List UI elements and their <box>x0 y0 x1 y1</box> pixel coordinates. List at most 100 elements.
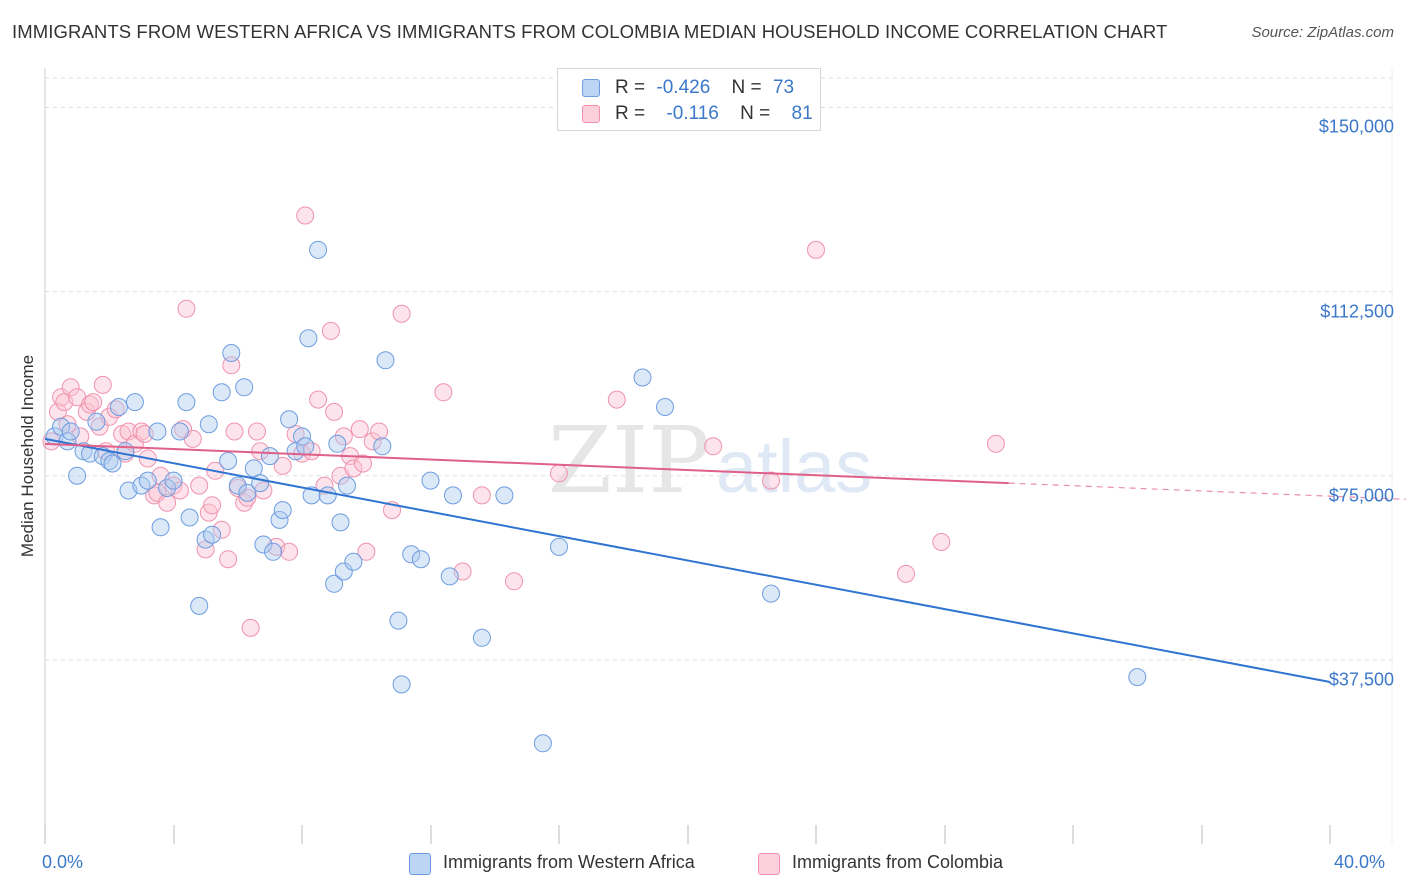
n-value-pink: 81 <box>791 103 813 124</box>
point-colombia-42 <box>235 493 254 512</box>
point-western-africa-12 <box>116 442 135 461</box>
r-label: R = <box>615 77 646 98</box>
point-western-africa-33 <box>238 483 257 502</box>
watermark-atlas: atlas <box>716 425 872 508</box>
point-western-africa-39 <box>270 510 289 529</box>
point-western-africa-51 <box>331 513 350 532</box>
point-western-africa-36 <box>254 535 273 554</box>
point-colombia-50 <box>280 542 299 561</box>
point-colombia-66 <box>363 432 382 451</box>
axes <box>44 68 1393 844</box>
point-colombia-75 <box>607 390 626 409</box>
stats-swatch-blue <box>582 79 600 97</box>
point-colombia-9 <box>81 395 99 414</box>
point-western-africa-27 <box>203 525 222 544</box>
point-colombia-46 <box>251 442 270 461</box>
point-colombia-80 <box>932 533 951 551</box>
point-colombia-77 <box>762 471 780 490</box>
point-colombia-76 <box>704 437 723 456</box>
point-colombia-2 <box>52 388 71 407</box>
n-label: N = <box>731 77 762 98</box>
point-colombia-63 <box>350 420 369 439</box>
point-colombia-20 <box>132 422 151 441</box>
point-western-africa-43 <box>293 427 311 446</box>
point-western-africa-7 <box>87 412 106 431</box>
point-western-africa-17 <box>148 422 167 441</box>
point-western-africa-16 <box>138 471 157 490</box>
point-western-africa-54 <box>344 552 363 571</box>
point-colombia-44 <box>241 618 260 637</box>
point-western-africa-65 <box>495 486 514 505</box>
point-western-africa-22 <box>177 393 196 412</box>
point-colombia-49 <box>273 456 292 475</box>
point-western-africa-4 <box>68 466 87 485</box>
point-colombia-81 <box>986 434 1005 453</box>
point-western-africa-31 <box>228 476 247 495</box>
point-western-africa-19 <box>158 479 177 497</box>
point-colombia-1 <box>48 402 67 421</box>
point-western-africa-48 <box>318 486 337 505</box>
point-colombia-24 <box>148 483 167 502</box>
point-western-africa-32 <box>235 378 254 397</box>
point-western-africa-66 <box>533 734 552 753</box>
point-colombia-67 <box>370 422 389 441</box>
stats-swatch-pink <box>582 105 600 123</box>
y-tick-label-1: $112,500 <box>1320 301 1394 322</box>
point-western-africa-38 <box>264 542 283 561</box>
x-tick-label-min: 0.0% <box>42 852 84 872</box>
point-colombia-69 <box>392 304 411 323</box>
point-western-africa-49 <box>325 574 344 593</box>
trend-extension-colombia <box>1008 482 1406 500</box>
n-label: N = <box>740 103 771 124</box>
point-colombia-12 <box>93 375 112 394</box>
point-western-africa-11 <box>109 398 128 416</box>
point-colombia-40 <box>225 422 244 441</box>
point-colombia-57 <box>321 321 340 340</box>
point-western-africa-9 <box>100 452 119 470</box>
point-colombia-65 <box>357 542 376 561</box>
point-western-africa-56 <box>376 351 395 370</box>
point-western-africa-10 <box>103 454 122 473</box>
point-colombia-78 <box>807 240 825 259</box>
point-colombia-58 <box>325 402 344 421</box>
point-colombia-72 <box>472 486 491 505</box>
point-western-africa-67 <box>550 537 568 556</box>
point-colombia-64 <box>354 454 372 473</box>
point-western-africa-45 <box>299 329 318 348</box>
point-western-africa-52 <box>334 562 353 581</box>
point-western-africa-57 <box>389 611 408 630</box>
point-western-africa-61 <box>421 471 440 490</box>
point-western-africa-3 <box>61 422 80 441</box>
legend-swatch-blue <box>409 853 431 875</box>
point-western-africa-44 <box>296 437 315 456</box>
source-credit: Source: ZipAtlas.com <box>1251 24 1394 41</box>
point-western-africa-18 <box>151 518 170 537</box>
point-western-africa-41 <box>280 410 299 429</box>
point-western-africa-59 <box>402 545 421 564</box>
point-western-africa-29 <box>219 452 238 470</box>
point-colombia-39 <box>222 356 241 375</box>
point-colombia-26 <box>158 493 177 512</box>
x-tick-label-max: 40.0% <box>1334 852 1386 872</box>
point-colombia-55 <box>309 390 328 409</box>
point-western-africa-23 <box>180 508 199 527</box>
point-colombia-60 <box>334 427 353 446</box>
point-colombia-45 <box>248 422 266 441</box>
point-western-africa-58 <box>392 675 411 694</box>
trend-lines <box>44 437 1406 683</box>
point-colombia-56 <box>315 476 334 495</box>
point-western-africa-60 <box>411 550 430 569</box>
point-colombia-30 <box>177 299 196 318</box>
watermark: ZIP atlas <box>548 407 872 514</box>
point-colombia-73 <box>505 572 523 591</box>
gridlines <box>45 77 1395 661</box>
point-western-africa-68 <box>633 368 652 387</box>
point-colombia-43 <box>238 488 257 507</box>
legend-label-colombia: Immigrants from Colombia <box>792 852 1004 872</box>
r-value-pink: -0.116 <box>666 103 719 124</box>
y-tick-label-2: $75,000 <box>1328 485 1394 506</box>
point-western-africa-53 <box>338 476 356 495</box>
point-colombia-62 <box>344 459 363 478</box>
point-western-africa-69 <box>656 398 674 416</box>
